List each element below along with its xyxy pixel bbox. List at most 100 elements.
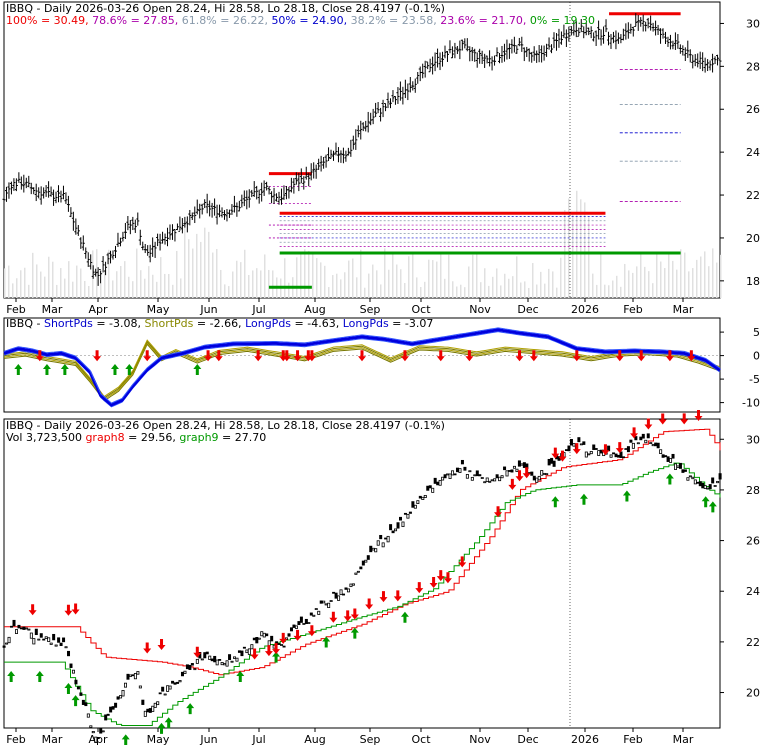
candle-body [698, 481, 702, 487]
candle-body [374, 548, 378, 553]
candle-body [334, 592, 338, 599]
candle-body [458, 468, 462, 473]
volume-bar [476, 254, 478, 298]
buy-arrow [186, 703, 195, 715]
candle-body [329, 600, 333, 602]
price-y-axis-label: 18 [746, 275, 760, 288]
candle-body [32, 638, 36, 645]
volume-bar [244, 249, 246, 298]
candle-body [515, 468, 519, 472]
candle-body [225, 660, 229, 667]
buy-arrow [551, 496, 560, 508]
guppy-y-axis-label: -10 [742, 397, 760, 410]
sell-arrow [282, 350, 291, 362]
volume-bar [576, 190, 578, 298]
candle-body [114, 702, 118, 708]
volume-bar [60, 268, 62, 298]
volume-bar [308, 250, 310, 298]
candle-body [597, 450, 601, 456]
price-x-axis-label: Mar [673, 303, 694, 316]
candle-body [503, 466, 507, 471]
sell-arrow [400, 350, 409, 362]
candle-body [67, 650, 71, 657]
volume-bar [640, 251, 642, 298]
candle-body [475, 470, 479, 477]
sell-arrow [443, 572, 452, 584]
candle-body [237, 650, 241, 653]
volume-bar [680, 249, 682, 298]
volume-bar [588, 217, 590, 298]
volume-bar [228, 286, 230, 298]
volume-bar [284, 258, 286, 298]
candle-body [470, 476, 474, 481]
candle-body [617, 454, 621, 458]
volume-bar [400, 269, 402, 298]
volume-bar [236, 260, 238, 298]
buy-arrow [236, 671, 245, 683]
sell-arrow [365, 598, 374, 610]
price-volume-y-axis-label: 30 [746, 433, 760, 446]
candle-body [37, 638, 41, 641]
sell-arrow [343, 610, 352, 622]
volume-bar [340, 279, 342, 298]
candle-body [252, 637, 256, 641]
sell-arrow [658, 413, 667, 425]
candle-body [312, 614, 316, 617]
price-x-axis-label: May [147, 303, 170, 316]
candle-body [52, 633, 56, 641]
volume-bar [88, 285, 90, 298]
price-volume-x-axis-label: Nov [469, 733, 491, 745]
candle-body [173, 682, 177, 685]
candle-body [569, 439, 573, 446]
price-volume-x-axis-label: Aug [304, 733, 325, 745]
candle-body [94, 736, 98, 744]
candle-body [292, 624, 296, 628]
candle-body [629, 439, 633, 443]
volume-bar [572, 214, 574, 298]
volume-bar [12, 283, 14, 298]
volume-bar [140, 270, 142, 298]
candle-body [250, 644, 254, 650]
price-x-axis-label: Sep [360, 303, 381, 316]
candle-body [530, 471, 534, 476]
candle-body [659, 449, 663, 454]
candle-body [391, 530, 395, 534]
volume-bar [84, 280, 86, 298]
fib-legend-item: 100% = 30.49, [6, 14, 92, 27]
candle-body [178, 680, 182, 683]
volume-bar [28, 284, 30, 298]
guppy-y-axis-label: -5 [749, 373, 760, 386]
price-volume-x-axis-label: Dec [517, 733, 538, 745]
candle-body [478, 474, 482, 477]
candle-body [671, 453, 675, 459]
candle-body [537, 475, 541, 481]
candle-body [626, 446, 630, 453]
guppy-title-part: = -3.07 [389, 317, 434, 330]
price-volume-y-axis-label: 20 [746, 687, 760, 700]
volume-bar [672, 260, 674, 298]
fib-legend-item: 50% = 24.90, [271, 14, 350, 27]
candle-body [337, 595, 341, 601]
volume-bar [396, 264, 398, 298]
volume-bar [684, 252, 686, 298]
candle-body [664, 455, 668, 458]
candle-body [498, 476, 502, 482]
volume-bar [376, 270, 378, 298]
candle-body [681, 469, 685, 473]
candle-body [465, 474, 469, 479]
candle-body [327, 602, 331, 609]
volume-bar [216, 249, 218, 298]
price-x-axis-label: Jun [199, 303, 217, 316]
price-x-axis-label: Apr [88, 303, 108, 316]
candle-body [495, 474, 499, 479]
volume-bar [500, 285, 502, 298]
candle-body [493, 478, 497, 482]
guppy-title-part: = -3.08, [93, 317, 145, 330]
volume-bar [300, 253, 302, 298]
price-y-axis-label: 28 [746, 60, 760, 73]
price-volume-x-axis-label: 2026 [571, 733, 599, 745]
candle-body [674, 463, 678, 470]
sell-arrow [64, 604, 73, 616]
candle-body [433, 477, 437, 484]
